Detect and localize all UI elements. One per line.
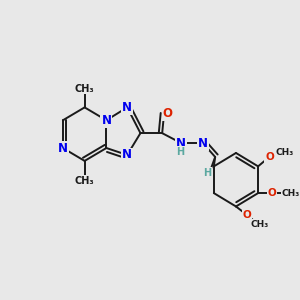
Text: N: N (176, 136, 186, 150)
Text: N: N (198, 136, 208, 150)
Text: N: N (122, 101, 132, 114)
Text: CH₃: CH₃ (281, 189, 300, 198)
Text: CH₃: CH₃ (276, 148, 294, 157)
Text: CH₃: CH₃ (75, 84, 94, 94)
Text: N: N (122, 148, 132, 161)
Text: CH₃: CH₃ (75, 176, 94, 186)
Text: H: H (203, 168, 211, 178)
Text: O: O (242, 210, 251, 220)
Text: CH₃: CH₃ (251, 220, 269, 229)
Text: O: O (163, 107, 172, 120)
Text: N: N (58, 142, 68, 154)
Text: H: H (176, 147, 184, 157)
Text: O: O (265, 152, 274, 162)
Text: O: O (267, 188, 276, 198)
Text: N: N (101, 114, 111, 127)
